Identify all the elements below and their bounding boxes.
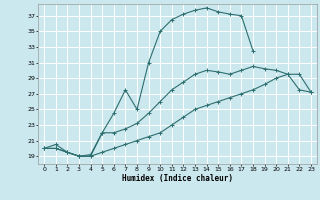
X-axis label: Humidex (Indice chaleur): Humidex (Indice chaleur) [122,174,233,183]
